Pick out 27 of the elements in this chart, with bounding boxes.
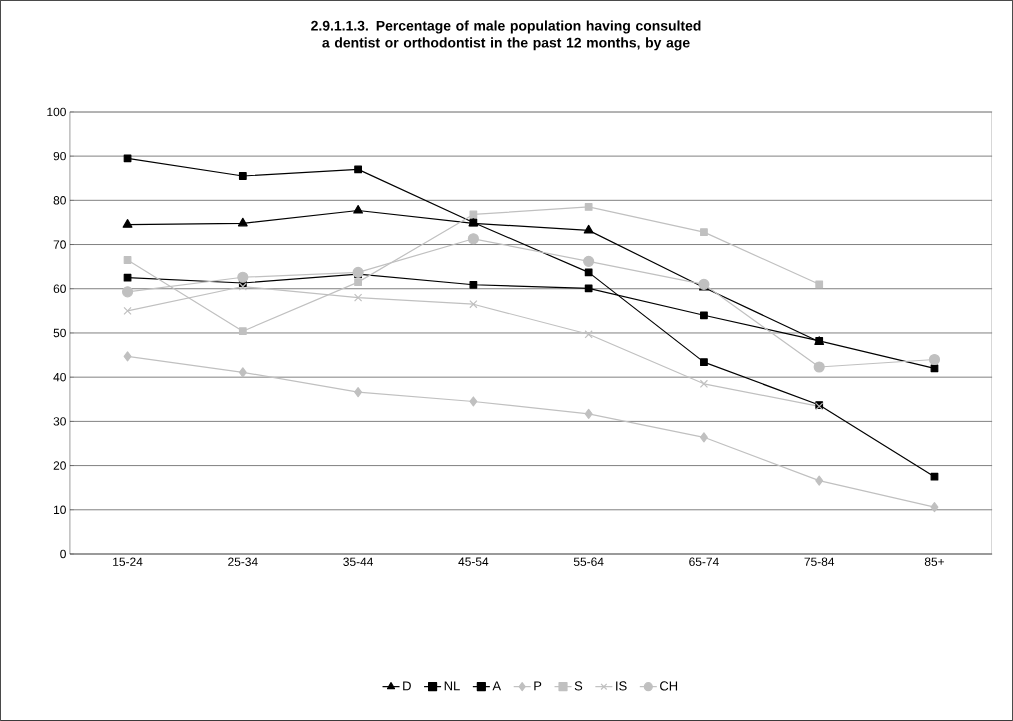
legend-label: S [574, 681, 583, 691]
legend-label: P [534, 681, 542, 691]
y-tick-label: 80 [53, 196, 66, 205]
x-tick-label: 45-54 [458, 557, 489, 566]
legend-label: IS [616, 681, 627, 691]
x-tick-label: 35-44 [343, 557, 374, 567]
y-tick-label: 20 [53, 461, 66, 470]
x-tick-label: 15-24 [113, 557, 143, 567]
x-tick-label: 75-84 [804, 557, 835, 567]
legend-label: A [492, 681, 502, 691]
chart-title: 2.9.1.1.3. Percentage of male population having consulted a dentist or orthodontist in the past 12 months, by age [311, 20, 701, 51]
y-tick-label: 30 [53, 417, 66, 426]
x-tick-label: 55-64 [573, 557, 604, 567]
y-tick-label: 90 [53, 151, 66, 161]
legend-label: NL [444, 681, 460, 691]
x-tick-label: 85+ [924, 557, 945, 567]
x-tick-label: 65-74 [689, 557, 719, 567]
legend-label: CH [660, 681, 678, 691]
y-tick-label: 10 [54, 505, 66, 515]
y-tick-label: 50 [53, 328, 66, 338]
y-tick-label: 70 [53, 240, 66, 249]
y-tick-label: 40 [53, 372, 66, 382]
x-tick-label: 25-34 [228, 557, 258, 567]
y-tick-label: 60 [53, 284, 66, 293]
y-tick-label: 0 [60, 549, 66, 559]
legend-label: D [403, 681, 411, 691]
y-tick-label: 100 [47, 107, 66, 117]
